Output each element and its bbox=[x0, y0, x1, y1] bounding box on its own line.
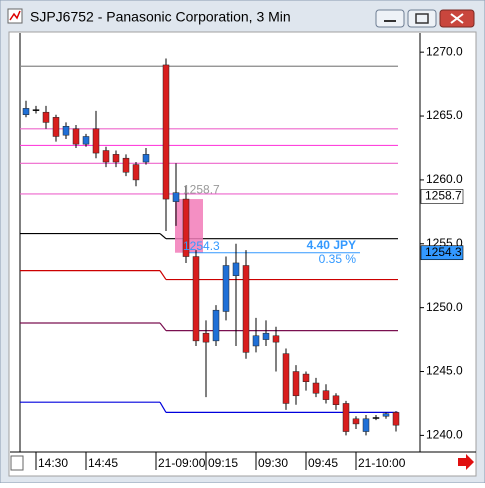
chart-area bbox=[8, 31, 477, 477]
x-tick-label: 09:30 bbox=[258, 456, 288, 470]
candle-body bbox=[212, 309, 220, 342]
candle-body bbox=[392, 412, 400, 426]
candle-body bbox=[62, 126, 70, 136]
x-tick-label: 21-09:00 bbox=[158, 456, 206, 470]
x-tick-label: 14:45 bbox=[88, 456, 118, 470]
y-tick-label: 1270.0 bbox=[426, 44, 463, 58]
candle-body bbox=[92, 128, 100, 154]
price-label-box bbox=[420, 189, 464, 204]
measure-text: 4.40 JPY bbox=[307, 238, 356, 252]
candle-body bbox=[222, 265, 230, 312]
candle-body bbox=[352, 418, 360, 425]
window-title: SJPJ6752 - Panasonic Corporation, 3 Min bbox=[30, 9, 291, 25]
candle-body bbox=[122, 157, 130, 173]
candle-body bbox=[52, 117, 60, 137]
candle-body bbox=[32, 109, 40, 111]
x-tick-label: 09:45 bbox=[308, 456, 338, 470]
y-tick-label: 1265.0 bbox=[426, 108, 463, 122]
candle-body bbox=[162, 64, 170, 200]
candle-body bbox=[262, 332, 270, 340]
price-label: 1258.7 bbox=[425, 189, 462, 203]
candle-body bbox=[22, 108, 30, 116]
candle-body bbox=[142, 154, 150, 163]
candle-body bbox=[342, 403, 350, 432]
candle-body bbox=[232, 262, 240, 276]
price-label: 1254.3 bbox=[425, 245, 462, 259]
maximize-glyph bbox=[415, 13, 429, 24]
level-step bbox=[159, 233, 167, 240]
candle-body bbox=[372, 417, 380, 419]
minimize-button[interactable] bbox=[375, 9, 405, 28]
candle-body bbox=[292, 371, 300, 397]
level-step bbox=[159, 401, 167, 413]
level-step bbox=[159, 322, 167, 332]
level-step bbox=[159, 270, 167, 280]
app-icon-glyph bbox=[9, 10, 21, 21]
candle-body bbox=[202, 332, 210, 343]
candle-body bbox=[312, 382, 320, 394]
candle-body bbox=[242, 265, 250, 353]
scroll-arrow[interactable] bbox=[458, 454, 474, 470]
y-tick-label: 1250.0 bbox=[426, 300, 463, 314]
y-tick-label: 1240.0 bbox=[426, 428, 463, 442]
x-tick-label: 09:15 bbox=[208, 456, 238, 470]
candle-body bbox=[282, 353, 290, 404]
candle-body bbox=[362, 418, 370, 432]
corner-box[interactable] bbox=[10, 455, 24, 471]
candle-body bbox=[112, 154, 120, 163]
candle-body bbox=[172, 192, 180, 202]
candle-body bbox=[82, 136, 90, 145]
candle-body bbox=[102, 150, 110, 163]
maximize-button[interactable] bbox=[407, 9, 437, 28]
price-annotation: 1258.7 bbox=[183, 183, 220, 197]
candle-body bbox=[322, 390, 330, 400]
candle-body bbox=[42, 111, 50, 123]
candle-body bbox=[332, 395, 340, 405]
measure-percent: 0.35 % bbox=[319, 252, 357, 266]
price-annotation: 1254.3 bbox=[183, 239, 220, 253]
candle-body bbox=[132, 164, 140, 181]
close-glyph bbox=[450, 13, 464, 24]
candle-body bbox=[272, 335, 280, 343]
candle-body bbox=[72, 128, 80, 145]
candle-body bbox=[382, 413, 390, 417]
candle-body bbox=[192, 256, 200, 342]
candle-body bbox=[182, 198, 190, 257]
y-tick-label: 1260.0 bbox=[426, 172, 463, 186]
candle-body bbox=[252, 335, 260, 347]
price-label-box bbox=[420, 245, 464, 261]
x-tick-label: 21-10:00 bbox=[358, 456, 406, 470]
y-tick-label: 1245.0 bbox=[426, 364, 463, 378]
candle-body bbox=[302, 373, 310, 382]
x-tick-label: 14:30 bbox=[38, 456, 68, 470]
